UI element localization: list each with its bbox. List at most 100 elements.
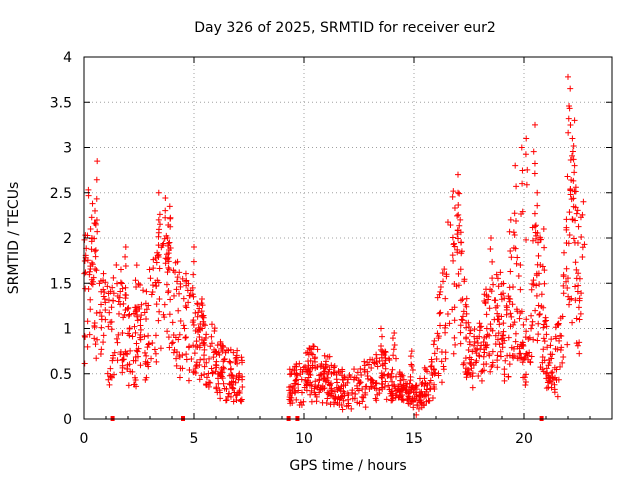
data-point	[183, 356, 190, 363]
data-point	[492, 332, 499, 339]
data-point	[516, 350, 523, 357]
data-point	[115, 331, 122, 338]
data-point	[119, 364, 126, 371]
data-point	[362, 404, 369, 411]
data-point	[182, 334, 189, 341]
data-point	[131, 374, 138, 381]
data-point	[539, 354, 546, 361]
data-point	[92, 253, 99, 260]
spike-point	[166, 203, 173, 210]
spike-point	[189, 284, 196, 291]
data-point	[398, 387, 405, 394]
data-point	[565, 240, 572, 247]
data-point	[179, 365, 186, 372]
data-point	[494, 302, 501, 309]
data-point	[109, 297, 116, 304]
data-point	[155, 317, 162, 324]
data-point	[167, 215, 174, 222]
data-point	[331, 395, 338, 402]
data-point	[500, 290, 507, 297]
data-point	[88, 214, 95, 221]
spike-point	[377, 346, 384, 353]
data-point	[451, 240, 458, 247]
data-point	[196, 376, 203, 383]
data-point	[502, 357, 509, 364]
data-point	[563, 278, 570, 285]
data-point	[351, 366, 358, 373]
spike-point	[565, 115, 572, 122]
spike-point	[511, 210, 518, 217]
data-point	[529, 224, 536, 231]
data-point	[480, 338, 487, 345]
data-point	[466, 324, 473, 331]
spike-point	[572, 259, 579, 266]
data-point	[286, 394, 293, 401]
spike-point	[535, 239, 542, 246]
data-point	[546, 356, 553, 363]
data-point	[522, 351, 529, 358]
data-point	[344, 390, 351, 397]
data-point	[230, 375, 237, 382]
spike-point	[165, 289, 172, 296]
data-point	[486, 305, 493, 312]
data-point	[331, 369, 338, 376]
spike-point	[455, 211, 462, 218]
data-point	[85, 286, 92, 293]
data-point	[565, 293, 572, 300]
data-point	[533, 282, 540, 289]
data-point	[528, 353, 535, 360]
spike-point	[541, 280, 548, 287]
data-point	[493, 271, 500, 278]
spike-point	[167, 223, 174, 230]
data-point	[494, 316, 501, 323]
data-point	[459, 317, 466, 324]
data-point	[152, 350, 159, 357]
data-point	[438, 379, 445, 386]
data-point	[192, 327, 199, 334]
data-point	[87, 296, 94, 303]
data-point	[177, 283, 184, 290]
data-point	[489, 362, 496, 369]
data-point	[480, 353, 487, 360]
data-point	[501, 371, 508, 378]
data-point	[475, 373, 482, 380]
x-tick-label: 15	[405, 431, 423, 447]
data-point	[409, 395, 416, 402]
data-point	[114, 339, 121, 346]
data-point	[463, 324, 470, 331]
data-point	[131, 323, 138, 330]
spike-point	[567, 122, 574, 129]
data-point	[352, 390, 359, 397]
data-point	[176, 331, 183, 338]
spike-point	[570, 195, 577, 202]
data-point	[191, 350, 198, 357]
data-point	[505, 373, 512, 380]
data-point	[467, 360, 474, 367]
spike-point	[566, 105, 573, 112]
spike-point	[409, 366, 416, 373]
data-point	[573, 315, 580, 322]
data-point	[560, 273, 567, 280]
data-point	[369, 380, 376, 387]
data-point	[334, 400, 341, 407]
data-point	[300, 364, 307, 371]
data-point	[539, 366, 546, 373]
data-point	[188, 355, 195, 362]
spike-point	[530, 148, 537, 155]
data-point	[132, 357, 139, 364]
spike-point	[156, 211, 163, 218]
data-point	[131, 381, 138, 388]
data-point	[104, 370, 111, 377]
spike-point	[569, 135, 576, 142]
data-point	[340, 397, 347, 404]
data-point	[298, 376, 305, 383]
data-point	[498, 280, 505, 287]
data-point	[200, 318, 207, 325]
data-point	[498, 313, 505, 320]
data-point	[203, 359, 210, 366]
data-point	[108, 304, 115, 311]
data-point	[348, 405, 355, 412]
spike-point	[457, 216, 464, 223]
data-point	[536, 311, 543, 318]
